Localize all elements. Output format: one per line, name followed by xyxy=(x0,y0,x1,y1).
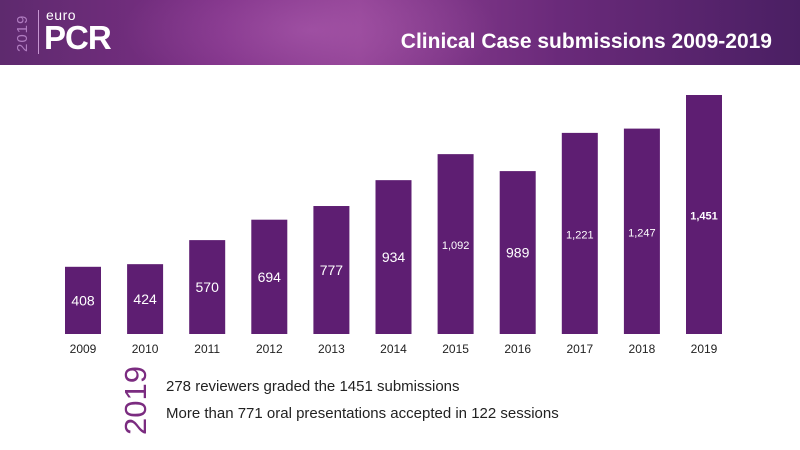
data-label-2010: 424 xyxy=(133,291,157,307)
footer-year: 2019 xyxy=(116,366,156,436)
footer-reviewers-text: 278 reviewers graded the 1451 submission… xyxy=(166,378,460,395)
x-tick-label-2018: 2018 xyxy=(629,342,656,356)
x-tick-label-2014: 2014 xyxy=(380,342,407,356)
data-label-2013: 777 xyxy=(320,262,344,278)
header-banner: 2019 euro PCR Clinical Case submissions … xyxy=(0,0,800,65)
logo-separator xyxy=(38,10,39,54)
data-label-2019: 1,451 xyxy=(690,211,718,223)
page-title: Clinical Case submissions 2009-2019 xyxy=(401,30,772,54)
x-tick-label-2016: 2016 xyxy=(504,342,531,356)
data-label-2018: 1,247 xyxy=(628,227,656,239)
data-label-2015: 1,092 xyxy=(442,240,470,252)
data-label-2017: 1,221 xyxy=(566,229,594,241)
x-tick-label-2015: 2015 xyxy=(442,342,469,356)
logo-brand: PCR xyxy=(44,20,111,56)
data-label-2011: 570 xyxy=(196,279,220,295)
x-tick-label-2013: 2013 xyxy=(318,342,345,356)
data-label-2012: 694 xyxy=(258,269,282,285)
data-label-2014: 934 xyxy=(382,249,406,265)
x-tick-label-2011: 2011 xyxy=(194,342,220,356)
footer-presentations-text: More than 771 oral presentations accepte… xyxy=(166,405,559,422)
x-tick-label-2017: 2017 xyxy=(566,342,593,356)
x-tick-label-2009: 2009 xyxy=(70,342,97,356)
x-tick-label-2010: 2010 xyxy=(132,342,159,356)
data-label-2009: 408 xyxy=(71,292,95,308)
bar-chart: 408 2009 424 2010 570 2011 694 2012 777 2013 934 20… xyxy=(0,65,800,365)
x-tick-label-2012: 2012 xyxy=(256,342,283,356)
data-label-2016: 989 xyxy=(506,245,530,261)
logo-year: 2019 xyxy=(14,5,34,61)
x-tick-label-2019: 2019 xyxy=(691,342,718,356)
